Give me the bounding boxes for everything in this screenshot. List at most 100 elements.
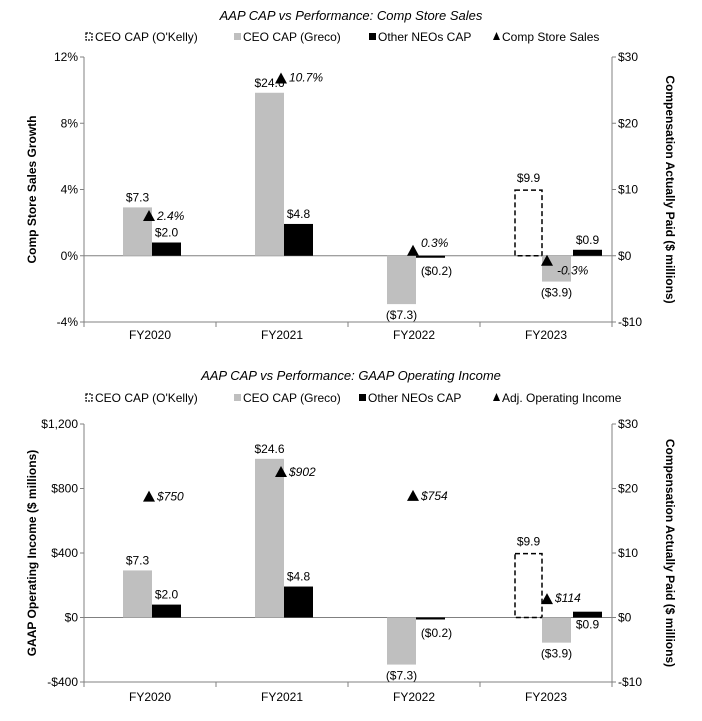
left-tick-label: 12% [54, 50, 78, 64]
bar-other-neos [284, 586, 313, 618]
legend-label: Comp Store Sales [502, 30, 599, 44]
bar-ceo-okelly [514, 189, 543, 257]
bar-other-neos [416, 255, 445, 258]
bar-label-ceo-greco: $7.3 [126, 190, 150, 204]
category-label: FY2021 [261, 690, 303, 704]
triangle-marker [407, 244, 419, 256]
left-tick-label: $0 [65, 611, 79, 625]
right-tick-label: $10 [618, 183, 638, 197]
bar-ceo-greco [123, 570, 152, 618]
bar-label-ceo-greco: $24.6 [254, 442, 284, 456]
bar-label-other-neos: ($0.2) [421, 626, 452, 640]
legend-swatch-dashed [85, 32, 93, 41]
bar-label-ceo-greco: $24.6 [254, 76, 284, 90]
right-tick-label: -$10 [618, 675, 642, 689]
right-tick-label: $20 [618, 116, 638, 130]
legend-label: Adj. Operating Income [502, 391, 622, 405]
triangle-label: 0.3% [421, 236, 449, 250]
legend-label: CEO CAP (Greco) [243, 391, 341, 405]
right-tick-label: $30 [618, 50, 638, 64]
bar-label-other-neos: $0.9 [576, 618, 600, 632]
operating-income-svg: AAP CAP vs Performance: GAAP Operating I… [25, 368, 677, 704]
left-axis-title: Comp Store Sales Growth [25, 115, 39, 263]
legend-swatch-gray [234, 394, 241, 401]
bar-ceo-greco [542, 617, 571, 643]
bar-label-other-neos: ($0.2) [421, 264, 452, 278]
left-tick-label: 4% [61, 183, 79, 197]
bar-other-neos [573, 611, 602, 618]
triangle-label: -0.3% [557, 264, 589, 278]
legend-label: Other NEOs CAP [378, 30, 471, 44]
category-label: FY2022 [393, 328, 435, 342]
right-axis-title: Compensation Actually Paid ($ millions) [663, 439, 677, 667]
legend-label: CEO CAP (O'Kelly) [95, 30, 198, 44]
bar-label-other-neos: $2.0 [155, 588, 179, 602]
category-label: FY2020 [129, 328, 171, 342]
triangle-label: 2.4% [156, 209, 185, 223]
bar-label-other-neos: $2.0 [155, 226, 179, 240]
left-tick-label: 8% [61, 116, 79, 130]
category-label: FY2023 [525, 690, 567, 704]
chart-title: AAP CAP vs Performance: Comp Store Sales [219, 8, 483, 23]
bar-ceo-okelly [514, 552, 543, 619]
right-tick-label: $20 [618, 482, 638, 496]
triangle-marker [541, 254, 553, 266]
legend-label: CEO CAP (Greco) [243, 30, 341, 44]
triangle-marker [143, 210, 155, 221]
left-axis-title: GAAP Operating Income ($ millions) [25, 450, 39, 656]
left-tick-label: -$400 [47, 675, 78, 689]
bar-label-ceo-greco: ($3.9) [541, 286, 572, 300]
chart-title: AAP CAP vs Performance: GAAP Operating I… [200, 368, 501, 383]
triangle-marker [143, 490, 155, 502]
right-tick-label: $0 [618, 249, 632, 263]
legend-swatch-black [369, 33, 376, 40]
bar-ceo-greco [255, 458, 284, 618]
triangle-marker [275, 72, 287, 84]
triangle-label: $114 [554, 591, 581, 605]
right-tick-label: $30 [618, 417, 638, 431]
comp-store-sales-chart: AAP CAP vs Performance: Comp Store Sales… [0, 0, 702, 360]
left-tick-label: $800 [51, 482, 78, 496]
legend-swatch-black [359, 394, 366, 401]
legend-swatch-dashed [85, 393, 93, 402]
bar-label-other-neos: $0.9 [576, 233, 600, 247]
left-tick-label: 0% [61, 249, 79, 263]
right-tick-label: $10 [618, 546, 638, 560]
bar-label-ceo-greco: ($7.3) [386, 308, 417, 322]
category-label: FY2021 [261, 328, 303, 342]
category-label: FY2022 [393, 690, 435, 704]
triangle-label: $750 [156, 490, 184, 504]
bar-ceo-greco [387, 255, 416, 305]
legend-swatch-gray [234, 33, 241, 40]
left-tick-label: -4% [57, 315, 79, 329]
operating-income-chart: AAP CAP vs Performance: GAAP Operating I… [0, 365, 702, 721]
bar-other-neos [416, 617, 445, 620]
triangle-marker [541, 593, 553, 605]
left-tick-label: $1,200 [41, 417, 78, 431]
left-tick-label: $400 [51, 546, 78, 560]
bar-ceo-greco [387, 617, 416, 665]
bar-label-other-neos: $4.8 [287, 570, 311, 584]
legend-label: CEO CAP (O'Kelly) [95, 391, 198, 405]
right-tick-label: $0 [618, 611, 632, 625]
bar-label-ceo-okelly: $9.9 [517, 171, 541, 185]
bar-other-neos [573, 249, 602, 256]
bar-ceo-greco [255, 92, 284, 256]
comp-store-sales-svg: AAP CAP vs Performance: Comp Store Sales… [25, 8, 677, 342]
triangle-marker [275, 466, 287, 478]
bar-label-other-neos: $4.8 [287, 207, 311, 221]
triangle-marker [407, 489, 419, 501]
legend-label: Other NEOs CAP [368, 391, 461, 405]
category-label: FY2020 [129, 690, 171, 704]
bar-other-neos [152, 604, 181, 618]
bar-label-ceo-greco: ($7.3) [386, 669, 417, 683]
bar-label-ceo-okelly: $9.9 [517, 535, 541, 549]
triangle-label: $754 [420, 489, 448, 503]
right-axis-title: Compensation Actually Paid ($ millions) [663, 75, 677, 303]
bar-label-ceo-greco: ($3.9) [541, 647, 572, 661]
triangle-label: $902 [288, 465, 316, 479]
triangle-label: 10.7% [289, 71, 323, 85]
category-label: FY2023 [525, 328, 567, 342]
legend-swatch-triangle [493, 393, 500, 401]
bar-other-neos [284, 223, 313, 256]
